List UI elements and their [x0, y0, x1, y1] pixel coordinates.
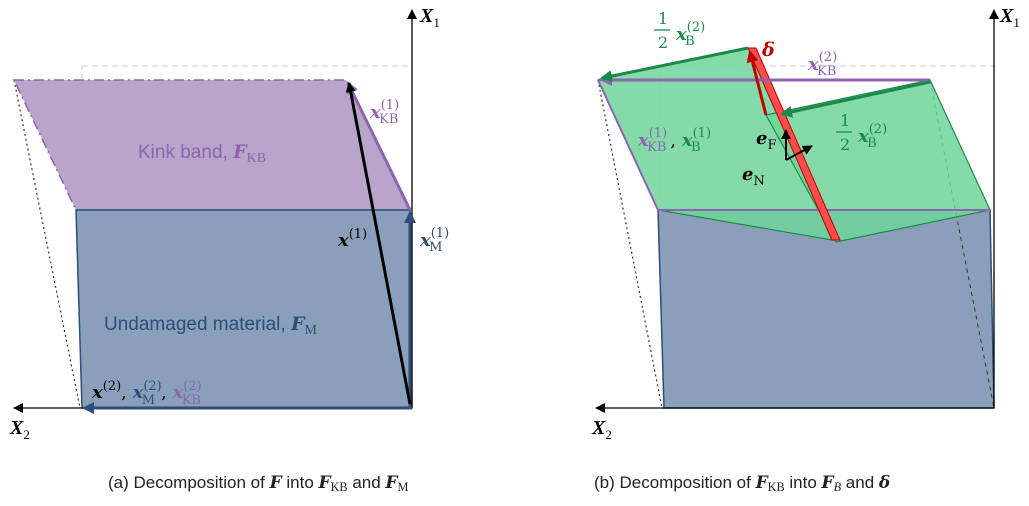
panel-a — [12, 9, 417, 414]
caption-a: (a) Decomposition of F into FKB and FM — [108, 473, 409, 495]
vector-xkb1-a — [346, 81, 412, 211]
xkb1-label-a: x(1) KB — [369, 98, 399, 127]
axis-x1-label-b: X1 — [999, 5, 1020, 30]
vector-en — [785, 145, 813, 161]
undamaged-region-b — [657, 209, 995, 409]
svg-text:x(2)B: x(2) B — [675, 20, 705, 49]
axis-x2-label-b: X2 — [591, 417, 612, 442]
vector-delta — [746, 50, 768, 116]
x1-label: x(1) — [337, 227, 367, 251]
dotted-edge-b — [597, 79, 663, 409]
x2-label-group: x(2), x(2) M, x(2) KB — [91, 379, 202, 408]
xkb1-xb1-label: x(1) KB, x(1) B — [637, 126, 711, 155]
kink-band-outline-b — [597, 79, 990, 211]
svg-text:x(2)B: x(2) B — [857, 122, 887, 151]
slip-plane — [747, 47, 841, 241]
axis-x1-label-a: X1 — [419, 5, 440, 30]
undamaged-label: Undamaged material, FM — [104, 313, 317, 338]
xm1-label: x(1) M — [419, 226, 449, 255]
half-xb2-label-left: 1 2 x(2) B — [654, 9, 705, 52]
svg-text:1: 1 — [840, 111, 850, 130]
axis-x2-label-a: X2 — [9, 417, 30, 442]
ef-label: eF — [756, 128, 776, 153]
svg-text:2: 2 — [840, 135, 850, 154]
half-xb2-label-right: 1 2 x(2) B — [836, 111, 887, 154]
panel-b — [595, 9, 999, 413]
vector-x1 — [345, 82, 412, 405]
svg-text:2: 2 — [658, 33, 668, 52]
kink-band-region — [12, 79, 412, 211]
caption-b: (b) Decomposition of FKB into FB and δ — [594, 473, 891, 495]
dotted-edge-a — [13, 79, 81, 409]
vector-half-xb2-right — [780, 80, 931, 118]
vector-half-xb2-left — [600, 46, 749, 82]
kink-band-label: Kink band, FKB — [138, 141, 266, 166]
xkb2-label-b: x(2) KB — [807, 50, 837, 79]
svg-text:1: 1 — [658, 9, 668, 28]
delta-label: δ — [761, 39, 775, 61]
en-label: eN — [742, 164, 765, 189]
